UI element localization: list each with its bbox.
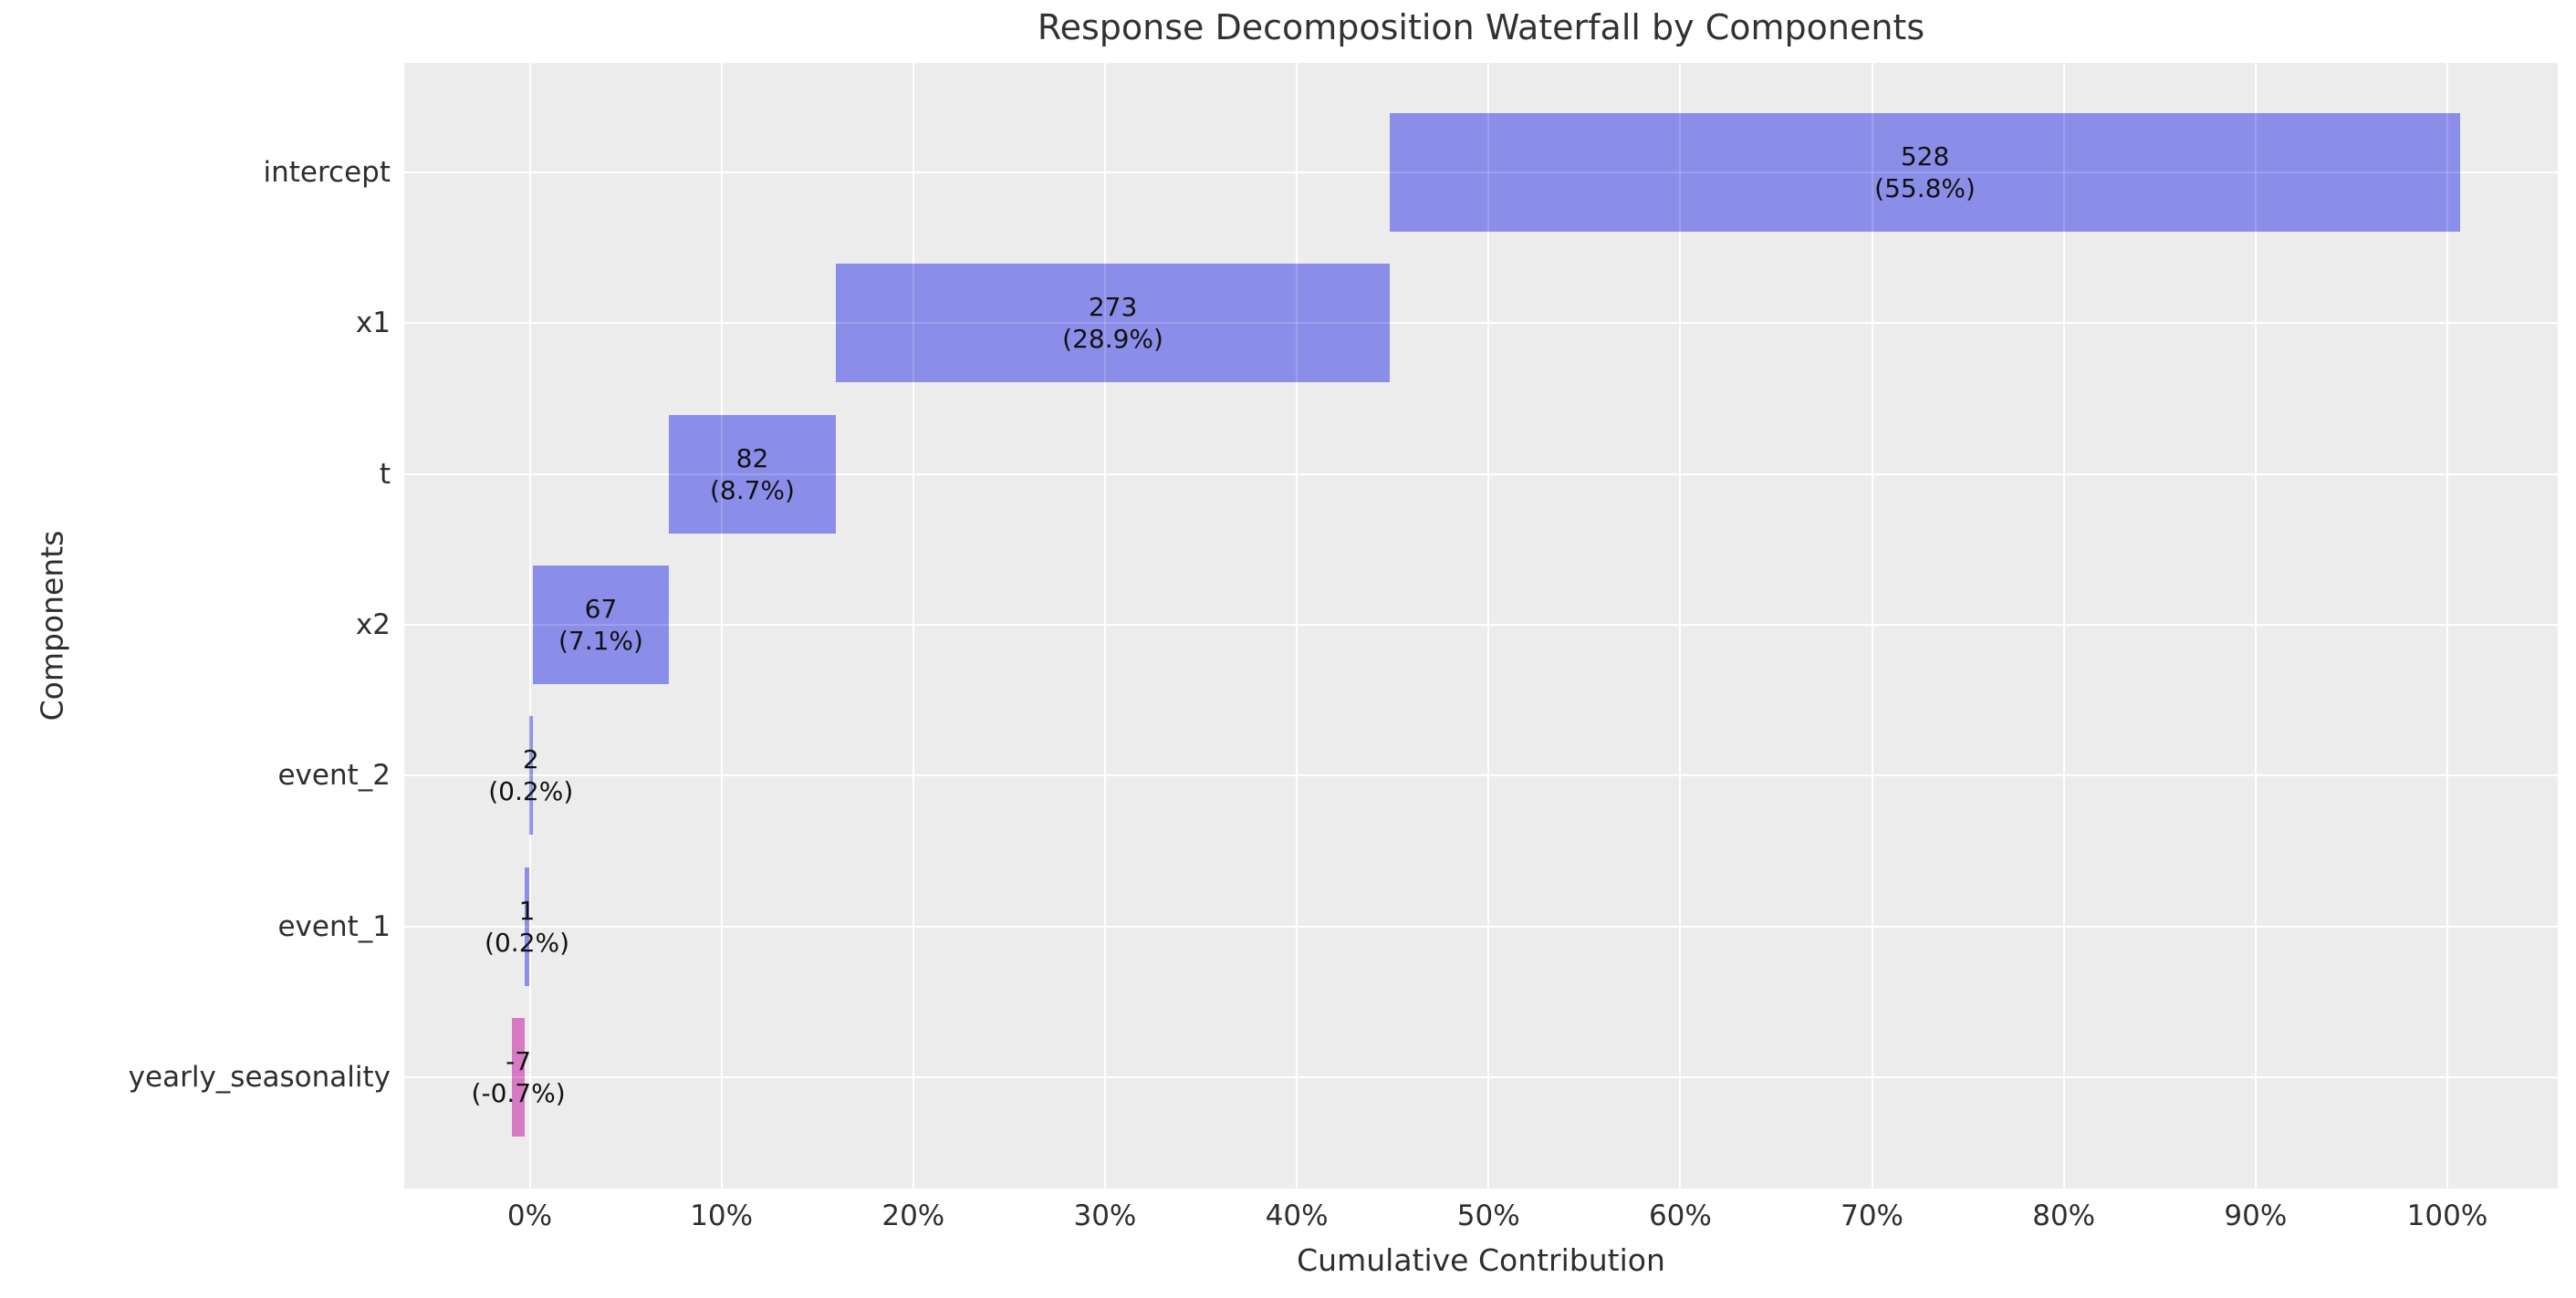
- x-gridline: [2446, 63, 2448, 1189]
- y-gridline-overlay: [404, 925, 2558, 928]
- x-gridline-overlay: [1871, 63, 1873, 1189]
- x-gridline-overlay: [1679, 63, 1682, 1189]
- bar-yearly_seasonality: [511, 1017, 526, 1137]
- x-tick-label: 100%: [2406, 1199, 2488, 1232]
- bar-value: 273: [1088, 292, 1138, 323]
- bar-value: 67: [584, 593, 618, 624]
- y-tick-label-x2: x2: [355, 607, 391, 641]
- x-tick-label: 60%: [1648, 1199, 1712, 1232]
- bar-value: 82: [735, 442, 769, 473]
- y-gridline-overlay: [404, 472, 2558, 475]
- x-tick-label: 70%: [1841, 1199, 1903, 1232]
- y-gridline-overlay: [404, 322, 2558, 325]
- x-gridline-overlay: [1103, 63, 1106, 1189]
- bar-percent: (0.2%): [488, 776, 574, 807]
- x-axis-label: Cumulative Contribution: [1297, 1242, 1665, 1278]
- bar-event_1: [525, 867, 529, 986]
- y-gridline-overlay: [404, 171, 2558, 173]
- bar-value: 2: [522, 744, 539, 775]
- x-gridline: [528, 63, 531, 1189]
- bar-percent: (55.8%): [1874, 173, 1976, 203]
- x-gridline-overlay: [720, 63, 723, 1189]
- bar-percent: (0.2%): [485, 927, 570, 958]
- x-gridline: [1296, 63, 1298, 1189]
- bar-event_2: [528, 716, 533, 836]
- x-tick-label: 90%: [2224, 1199, 2288, 1232]
- y-gridline: [404, 1075, 2558, 1078]
- bar-intercept: [1390, 113, 2460, 232]
- bar-x1: [835, 264, 1391, 383]
- x-gridline: [1487, 63, 1490, 1189]
- bar-label-event_1: 1 (0.2%): [485, 895, 569, 959]
- x-gridline-overlay: [528, 63, 531, 1189]
- y-tick-label-t: t: [379, 457, 391, 491]
- y-tick-label-event_1: event_1: [277, 909, 391, 943]
- plot-area: [404, 63, 2558, 1189]
- y-gridline: [404, 472, 2558, 475]
- bar-t: [669, 414, 836, 534]
- bar-label-event_2: 2 (0.2%): [488, 743, 573, 807]
- x-gridline: [720, 63, 723, 1189]
- bar-percent: (-0.7%): [471, 1077, 566, 1108]
- x-gridline-overlay: [1487, 63, 1490, 1189]
- x-tick-label: 80%: [2032, 1199, 2096, 1232]
- y-gridline: [404, 774, 2558, 777]
- bar-label-intercept: 528 (55.8%): [1874, 140, 1976, 204]
- bar-x2: [532, 565, 670, 684]
- x-tick-label: 30%: [1073, 1199, 1137, 1232]
- y-gridline-overlay: [404, 1075, 2558, 1078]
- bar-percent: (28.9%): [1062, 324, 1163, 355]
- x-tick-label: 10%: [690, 1199, 754, 1232]
- y-gridline-overlay: [404, 774, 2558, 777]
- bar-label-yearly_seasonality: -7 (-0.7%): [472, 1045, 566, 1109]
- y-tick-label-yearly_seasonality: yearly_seasonality: [128, 1060, 391, 1094]
- x-tick-label: 20%: [881, 1199, 945, 1232]
- x-gridline: [2062, 63, 2065, 1189]
- bar-percent: (7.1%): [558, 625, 643, 656]
- x-gridline-overlay: [1296, 63, 1298, 1189]
- y-tick-label-event_2: event_2: [277, 759, 391, 793]
- y-gridline: [404, 925, 2558, 928]
- y-gridline: [404, 623, 2558, 626]
- y-tick-label-intercept: intercept: [263, 156, 391, 189]
- chart-title: Response Decomposition Waterfall by Comp…: [1037, 7, 1925, 47]
- bar-percent: (8.7%): [709, 474, 795, 505]
- x-gridline: [1679, 63, 1682, 1189]
- x-gridline: [1871, 63, 1873, 1189]
- bar-label-x1: 273 (28.9%): [1062, 291, 1163, 355]
- bar-value: 1: [518, 895, 536, 926]
- bar-label-x2: 67 (7.1%): [558, 593, 643, 657]
- x-gridline: [1103, 63, 1106, 1189]
- y-axis-label: Components: [34, 530, 70, 722]
- y-gridline-overlay: [404, 623, 2558, 626]
- x-gridline-overlay: [2062, 63, 2065, 1189]
- bar-label-t: 82 (8.7%): [710, 442, 795, 506]
- y-gridline: [404, 322, 2558, 325]
- x-tick-label: 40%: [1265, 1199, 1329, 1232]
- x-gridline-overlay: [2446, 63, 2448, 1189]
- x-gridline-overlay: [912, 63, 914, 1189]
- x-gridline: [912, 63, 914, 1189]
- y-tick-label-x1: x1: [355, 306, 391, 340]
- x-gridline: [2254, 63, 2257, 1189]
- x-tick-label: 0%: [506, 1199, 553, 1232]
- x-gridline-overlay: [2254, 63, 2257, 1189]
- bar-value: -7: [506, 1045, 532, 1076]
- bar-value: 528: [1900, 141, 1950, 171]
- x-tick-label: 50%: [1456, 1199, 1520, 1232]
